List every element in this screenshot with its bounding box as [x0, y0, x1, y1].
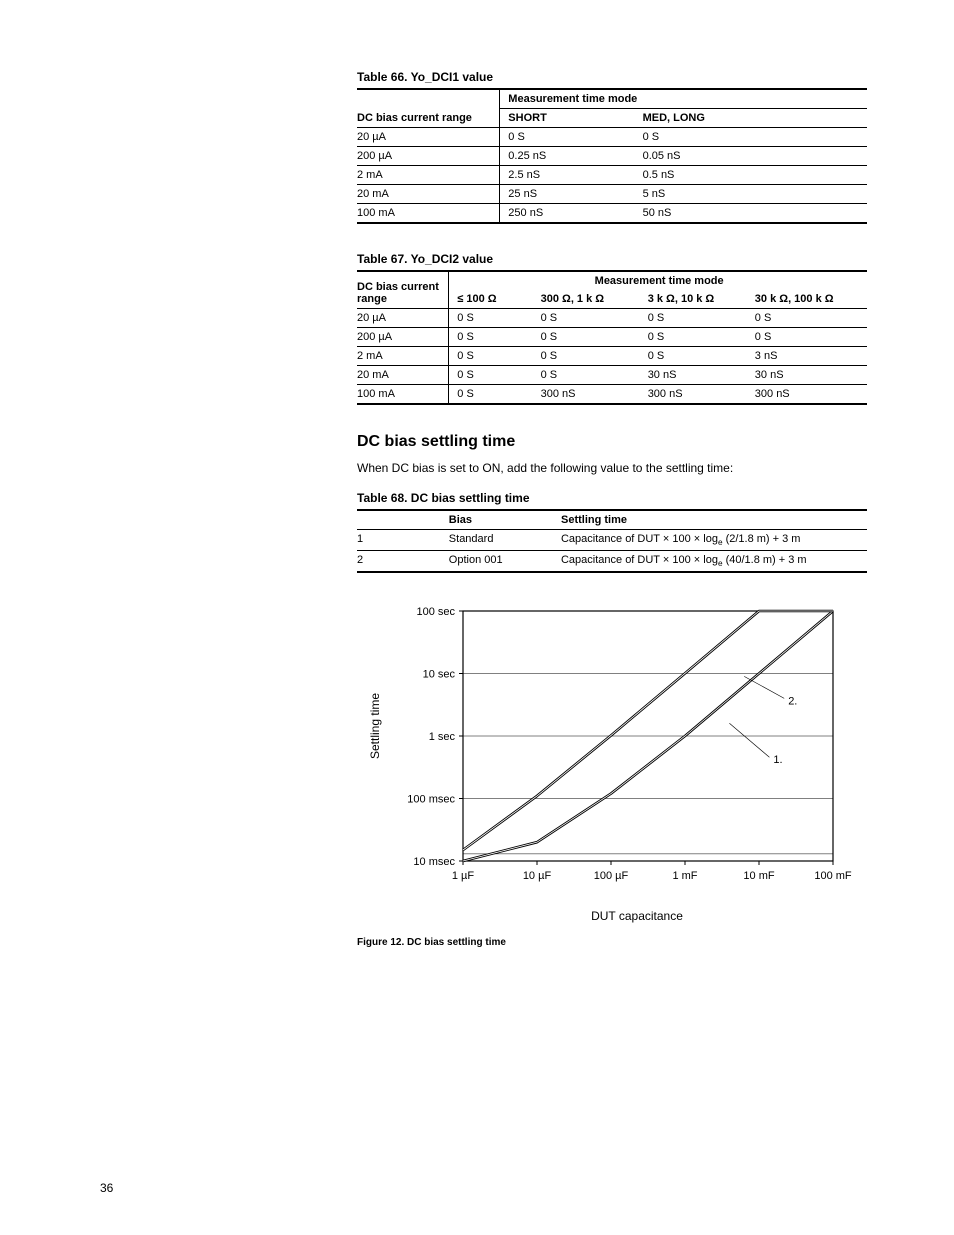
svg-text:100 msec: 100 msec	[407, 794, 455, 806]
svg-text:10 sec: 10 sec	[423, 669, 456, 681]
section-heading: DC bias settling time	[357, 433, 867, 451]
table-cell: 5 nS	[643, 185, 867, 204]
table-cell: 25 nS	[500, 185, 643, 204]
page-number: 36	[100, 1181, 113, 1195]
table-cell: 0 S	[648, 328, 755, 347]
table68-hdr-n	[357, 510, 449, 530]
table-cell: Option 001	[449, 551, 561, 573]
table-cell: 1	[357, 530, 449, 551]
table-cell: Capacitance of DUT × 100 × loge (2/1.8 m…	[561, 530, 867, 551]
table-cell: 100 mA	[357, 385, 449, 405]
table67-hdr-range: DC bias current range	[357, 271, 449, 309]
svg-text:100 sec: 100 sec	[416, 606, 455, 618]
table67-hdr-c1: 300 Ω, 1 k Ω	[541, 290, 648, 309]
table-cell: 0 S	[541, 347, 648, 366]
figure-caption: Figure 12. DC bias settling time	[357, 937, 867, 948]
table-cell: 0.05 nS	[643, 147, 867, 166]
svg-text:100 µF: 100 µF	[594, 870, 629, 882]
svg-text:10 mF: 10 mF	[743, 870, 774, 882]
table67-hdr-mtm: Measurement time mode	[449, 271, 867, 290]
table-cell: 30 nS	[755, 366, 867, 385]
table-cell: 0 S	[541, 309, 648, 328]
table67-hdr-c2: 3 k Ω, 10 k Ω	[648, 290, 755, 309]
table-cell: Capacitance of DUT × 100 × loge (40/1.8 …	[561, 551, 867, 573]
table-cell: 0 S	[449, 347, 541, 366]
table-cell: Standard	[449, 530, 561, 551]
table-cell: 0 S	[755, 309, 867, 328]
table68: Bias Settling time 1StandardCapacitance …	[357, 509, 867, 573]
svg-text:1 µF: 1 µF	[452, 870, 475, 882]
table67-caption: Table 67. Yo_DCI2 value	[357, 252, 867, 266]
table-cell: 0 S	[648, 347, 755, 366]
table-cell: 300 nS	[541, 385, 648, 405]
table-cell: 0 S	[643, 128, 867, 147]
chart-ylabel: Settling time	[368, 743, 382, 759]
table68-caption: Table 68. DC bias settling time	[357, 491, 867, 505]
table-cell: 100 mA	[357, 204, 500, 224]
table-cell: 30 nS	[648, 366, 755, 385]
table-cell: 20 mA	[357, 366, 449, 385]
table67-hdr-c3: 30 k Ω, 100 k Ω	[755, 290, 867, 309]
table-cell: 20 µA	[357, 128, 500, 147]
table66: DC bias current range Measurement time m…	[357, 88, 867, 224]
table-cell: 2	[357, 551, 449, 573]
table68-hdr-st: Settling time	[561, 510, 867, 530]
table-cell: 0.25 nS	[500, 147, 643, 166]
chart-xlabel: DUT capacitance	[447, 909, 827, 923]
table-cell: 0 S	[755, 328, 867, 347]
svg-text:10 msec: 10 msec	[413, 856, 455, 868]
svg-text:1 sec: 1 sec	[429, 731, 456, 743]
table68-hdr-bias: Bias	[449, 510, 561, 530]
table-cell: 0 S	[500, 128, 643, 147]
table-cell: 0 S	[449, 309, 541, 328]
table66-hdr-range: DC bias current range	[357, 89, 500, 128]
svg-text:100 mF: 100 mF	[814, 870, 852, 882]
table66-hdr-short: SHORT	[500, 109, 643, 128]
table-cell: 0 S	[648, 309, 755, 328]
table-cell: 0 S	[541, 366, 648, 385]
table-cell: 0 S	[449, 328, 541, 347]
table66-hdr-mtm: Measurement time mode	[500, 89, 867, 109]
table-cell: 2 mA	[357, 166, 500, 185]
table-cell: 200 µA	[357, 328, 449, 347]
section-body: When DC bias is set to ON, add the follo…	[357, 461, 867, 475]
table67: DC bias current range Measurement time m…	[357, 270, 867, 405]
table-cell: 300 nS	[755, 385, 867, 405]
table-cell: 0 S	[449, 385, 541, 405]
table-cell: 2.5 nS	[500, 166, 643, 185]
svg-text:10 µF: 10 µF	[523, 870, 552, 882]
table66-hdr-medlong: MED, LONG	[643, 109, 867, 128]
table-cell: 50 nS	[643, 204, 867, 224]
table-cell: 0.5 nS	[643, 166, 867, 185]
table-cell: 20 mA	[357, 185, 500, 204]
table-cell: 200 µA	[357, 147, 500, 166]
table-cell: 20 µA	[357, 309, 449, 328]
table-cell: 300 nS	[648, 385, 755, 405]
svg-text:1.: 1.	[773, 755, 782, 767]
svg-text:1 mF: 1 mF	[672, 870, 697, 882]
table67-hdr-c0: ≤ 100 Ω	[449, 290, 541, 309]
chart-svg: 10 msec 100 msec 1 sec 10 sec 100 sec 1 µF 10 …	[383, 601, 853, 901]
table-cell: 0 S	[541, 328, 648, 347]
svg-text:2.: 2.	[788, 696, 797, 708]
table-cell: 250 nS	[500, 204, 643, 224]
table66-caption: Table 66. Yo_DCI1 value	[357, 70, 867, 84]
table-cell: 3 nS	[755, 347, 867, 366]
settling-time-chart: Settling time 10 msec 100 msec 1 sec 10 sec…	[367, 601, 867, 901]
table-cell: 2 mA	[357, 347, 449, 366]
table-cell: 0 S	[449, 366, 541, 385]
